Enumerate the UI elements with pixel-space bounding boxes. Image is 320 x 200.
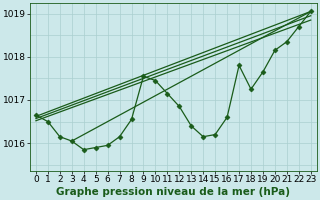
X-axis label: Graphe pression niveau de la mer (hPa): Graphe pression niveau de la mer (hPa) bbox=[56, 187, 290, 197]
